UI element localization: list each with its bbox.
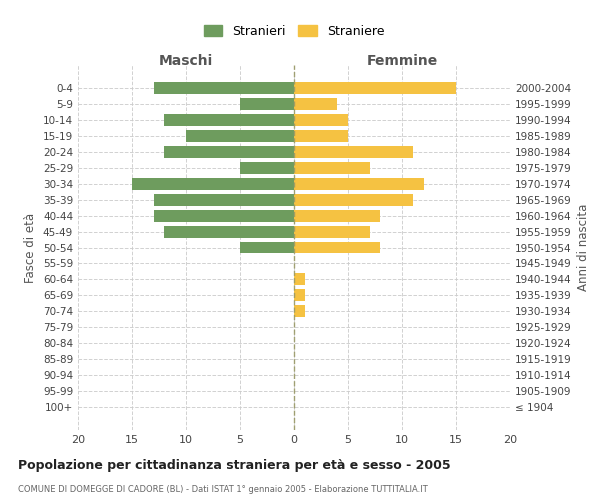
Bar — [294, 178, 424, 190]
Bar — [294, 194, 413, 205]
Bar — [294, 226, 370, 237]
Text: Femmine: Femmine — [367, 54, 437, 68]
Bar — [294, 210, 380, 222]
Bar — [164, 226, 294, 237]
Y-axis label: Anni di nascita: Anni di nascita — [577, 204, 590, 291]
Bar — [294, 290, 305, 302]
Y-axis label: Fasce di età: Fasce di età — [25, 212, 37, 282]
Bar — [154, 82, 294, 94]
Text: Maschi: Maschi — [159, 54, 213, 68]
Bar — [294, 146, 413, 158]
Text: Popolazione per cittadinanza straniera per età e sesso - 2005: Popolazione per cittadinanza straniera p… — [18, 460, 451, 472]
Text: COMUNE DI DOMEGGE DI CADORE (BL) - Dati ISTAT 1° gennaio 2005 - Elaborazione TUT: COMUNE DI DOMEGGE DI CADORE (BL) - Dati … — [18, 485, 428, 494]
Bar — [240, 242, 294, 254]
Bar — [294, 274, 305, 285]
Bar — [154, 194, 294, 205]
Bar — [294, 162, 370, 173]
Bar — [294, 242, 380, 254]
Bar — [294, 306, 305, 318]
Bar — [294, 130, 348, 141]
Legend: Stranieri, Straniere: Stranieri, Straniere — [199, 20, 389, 43]
Bar — [132, 178, 294, 190]
Bar — [164, 114, 294, 126]
Bar — [240, 98, 294, 110]
Bar — [294, 98, 337, 110]
Bar — [294, 114, 348, 126]
Bar — [164, 146, 294, 158]
Bar — [294, 82, 456, 94]
Bar — [154, 210, 294, 222]
Bar — [186, 130, 294, 141]
Bar — [240, 162, 294, 173]
